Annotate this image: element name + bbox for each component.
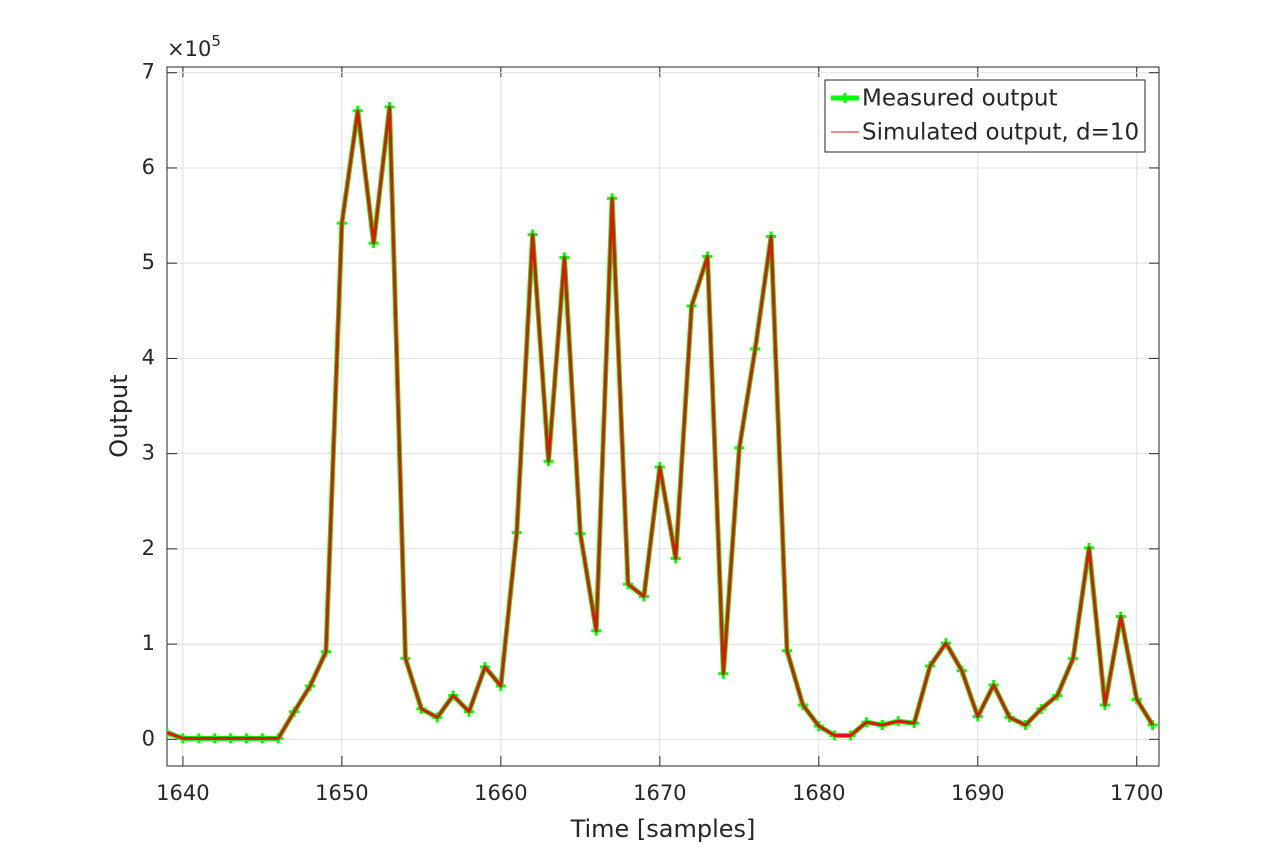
x-tick-label: 1670	[633, 781, 686, 805]
legend-box	[824, 79, 1146, 153]
exponent-base: ×10	[167, 37, 211, 61]
y-tick-label: 5	[142, 250, 155, 274]
y-tick-label: 1	[142, 631, 155, 655]
y-tick-label: 3	[142, 441, 155, 465]
x-tick-label: 1700	[1110, 781, 1163, 805]
x-tick-label: 1690	[951, 781, 1004, 805]
y-axis-label: Output	[105, 374, 133, 457]
x-tick-label: 1660	[474, 781, 527, 805]
plot-area	[167, 101, 1158, 744]
x-tick-label: 1680	[792, 781, 845, 805]
y-tick-label: 0	[142, 726, 155, 750]
y-tick-label: 4	[142, 345, 155, 369]
legend-marker	[840, 93, 850, 103]
legend-label: Simulated output, d=10	[862, 120, 1139, 146]
y-exponent: ×105	[167, 32, 221, 62]
y-tick-label: 2	[142, 536, 155, 560]
series-line	[167, 105, 1154, 740]
exponent-power: 5	[211, 32, 221, 50]
legend-label: Measured output	[862, 86, 1058, 112]
x-tick-label: 1650	[315, 781, 368, 805]
x-tick-label: 1640	[156, 781, 209, 805]
y-tick-label: 7	[142, 60, 155, 84]
plot-frame	[166, 66, 1160, 767]
x-axis-label: Time [samples]	[570, 815, 756, 843]
y-tick-label: 6	[142, 155, 155, 179]
